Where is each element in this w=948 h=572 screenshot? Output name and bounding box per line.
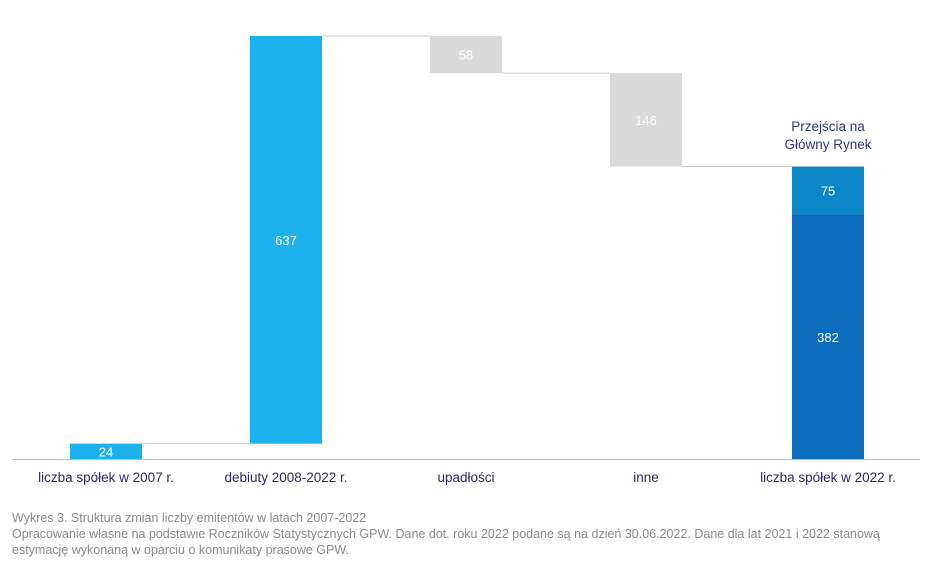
annotation-line-1: Główny Rynek (784, 137, 871, 152)
bar-1 (250, 36, 322, 444)
value-label-4: 382 (817, 330, 839, 345)
bar-2 (430, 36, 502, 74)
category-label-4: liczba spółek w 2022 r. (760, 470, 896, 485)
caption-title: Wykres 3. Struktura zmian liczby emitent… (12, 511, 367, 525)
annotation-line-0: Przejścia na (791, 119, 865, 134)
value-label-1: 637 (275, 233, 297, 248)
value-label-2: 58 (459, 48, 473, 63)
value-labels: 24 637 58 146 382 75 (99, 48, 839, 460)
waterfall-chart: 24 637 58 146 382 75 liczba spółek w 2007 r. d… (12, 35, 920, 485)
bars (70, 36, 864, 459)
value-label-5: 75 (821, 184, 835, 199)
bar-5 (792, 166, 864, 215)
category-label-0: liczba spółek w 2007 r. (38, 470, 174, 485)
annotation-przejscia: Przejścia na Główny Rynek (784, 119, 871, 152)
caption-source: Opracowanie własne na podstawie Rocznikó… (12, 527, 880, 557)
value-label-0: 24 (99, 444, 113, 459)
value-label-3: 146 (635, 113, 657, 128)
bar-4 (792, 214, 864, 459)
bar-0 (70, 443, 142, 459)
category-labels: liczba spółek w 2007 r. debiuty 2008-2022… (38, 470, 896, 485)
category-label-2: upadłości (437, 470, 494, 485)
category-label-3: inne (633, 470, 659, 485)
connector-lines (142, 35, 792, 445)
category-label-1: debiuty 2008-2022 r. (224, 470, 347, 485)
bar-3 (610, 73, 682, 167)
